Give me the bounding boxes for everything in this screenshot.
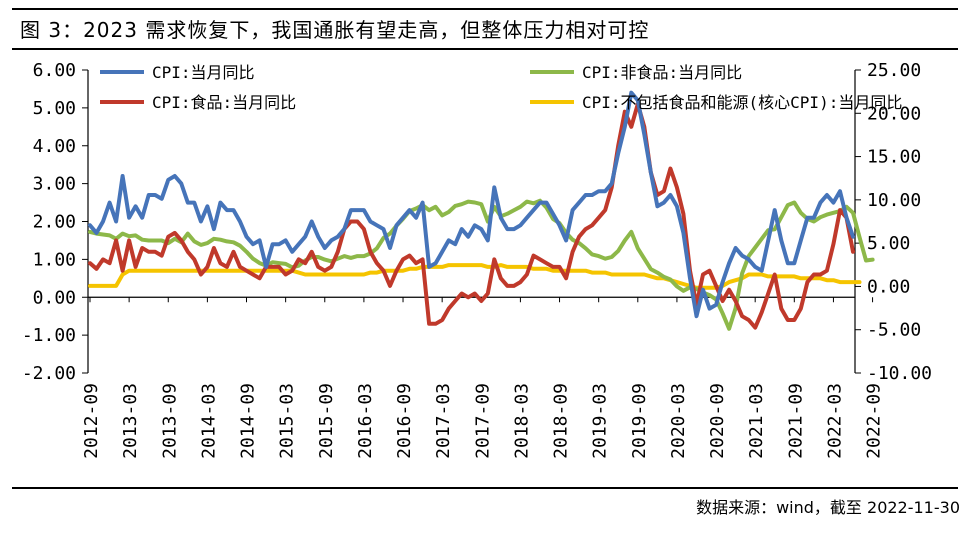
x-tick-label: 2016-09	[394, 383, 415, 459]
right-tick-label: 5.00	[867, 233, 910, 254]
legend-label-3: CPI:不包括食品和能源(核心CPI):当月同比	[582, 93, 902, 112]
x-tick-label: 2018-03	[511, 383, 532, 459]
legend-label-1: CPI:食品:当月同比	[152, 93, 296, 112]
left-tick-label: -2.00	[22, 363, 76, 384]
right-tick-label: 10.00	[867, 190, 921, 211]
x-tick-label: 2018-09	[551, 383, 572, 459]
x-tick-label: 2013-03	[120, 383, 141, 459]
x-tick-label: 2021-09	[785, 383, 806, 459]
left-tick-label: 2.00	[33, 212, 76, 233]
series-line-0	[88, 90, 855, 319]
right-tick-label: -10.00	[867, 363, 932, 384]
left-tick-label: 1.00	[33, 249, 76, 270]
right-tick-label: -5.00	[867, 320, 921, 341]
legend-label-0: CPI:当月同比	[152, 63, 255, 82]
x-tick-label: 2022-03	[824, 383, 845, 459]
x-tick-label: 2013-09	[159, 383, 180, 459]
left-tick-label: -1.00	[22, 325, 76, 346]
x-tick-label: 2012-09	[81, 383, 102, 459]
title-rule	[12, 48, 958, 50]
x-tick-label: 2017-09	[472, 383, 493, 459]
x-tick-label: 2022-09	[864, 383, 885, 459]
series-line-1	[88, 102, 855, 330]
left-tick-label: 3.00	[33, 174, 76, 195]
series-line-3	[88, 263, 862, 290]
x-tick-label: 2014-09	[238, 383, 259, 459]
x-tick-label: 2015-03	[277, 383, 298, 459]
series-layer	[88, 90, 875, 331]
left-tick-label: 6.00	[33, 60, 76, 81]
left-tick-label: 5.00	[33, 98, 76, 119]
figure-title: 图 3：2023 需求恢复下，我国通胀有望走高，但整体压力相对可控	[20, 18, 650, 42]
series-line-2	[88, 198, 875, 331]
top-rule	[12, 8, 958, 10]
x-tick-label: 2017-03	[433, 383, 454, 459]
right-tick-label: 25.00	[867, 60, 921, 81]
left-tick-label: 4.00	[33, 136, 76, 157]
x-tick-label: 2020-03	[668, 383, 689, 459]
legend-layer: CPI:当月同比 CPI:食品:当月同比 CPI:非食品:当月同比 CPI:不包括食品…	[100, 63, 902, 112]
x-tick-label: 2016-03	[355, 383, 376, 459]
bottom-rule	[12, 487, 958, 489]
x-tick-label: 2019-03	[590, 383, 611, 459]
chart-svg: 6.00 5.00 4.00 3.00 2.00 1.00 0.00 -1.00 -2.00 25…	[22, 60, 932, 459]
x-tick-label: 2014-03	[198, 383, 219, 459]
x-tick-label: 2019-09	[629, 383, 650, 459]
x-tick-label: 2021-03	[746, 383, 767, 459]
right-tick-label: 20.00	[867, 103, 921, 124]
right-tick-label: 0.00	[867, 276, 910, 297]
legend-label-2: CPI:非食品:当月同比	[582, 63, 742, 82]
x-tick-label: 2015-09	[316, 383, 337, 459]
source-note: 数据来源：wind，截至 2022-11-30	[696, 498, 960, 517]
right-tick-label: 15.00	[867, 147, 921, 168]
left-tick-label: 0.00	[33, 287, 76, 308]
x-tick-label: 2020-09	[707, 383, 728, 459]
